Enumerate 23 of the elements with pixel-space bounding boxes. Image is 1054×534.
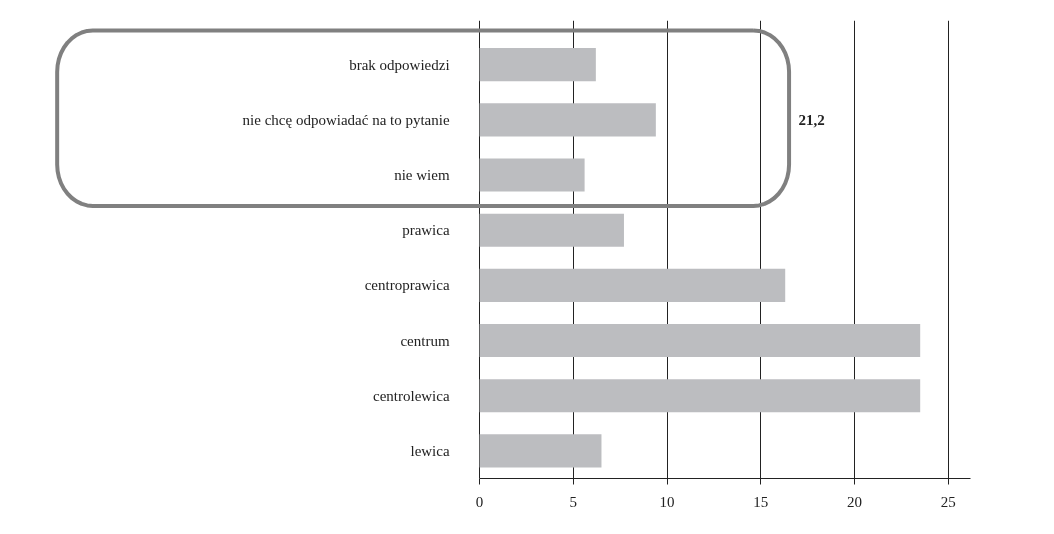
x-tick-label: 25 xyxy=(940,493,956,510)
x-tick-label: 15 xyxy=(753,493,769,510)
bar xyxy=(479,103,656,137)
y-tick-label: brak odpowiedzi xyxy=(349,56,450,73)
bar xyxy=(479,48,596,82)
x-tick-label: 10 xyxy=(659,493,675,510)
y-tick-label: centrolewica xyxy=(372,387,450,404)
x-tick-label: 5 xyxy=(569,493,578,510)
bar xyxy=(479,434,602,468)
x-tick-label: 0 xyxy=(475,493,484,510)
y-tick-label: lewica xyxy=(410,442,450,459)
bar xyxy=(479,323,921,358)
bar xyxy=(479,213,624,247)
annotation: 21,2 xyxy=(798,111,825,128)
bar xyxy=(479,379,921,413)
bar xyxy=(479,268,786,302)
y-tick-label: centrum xyxy=(400,332,450,349)
x-tick-label: 20 xyxy=(847,493,863,510)
y-tick-label: prawica xyxy=(402,222,450,239)
y-tick-label: nie chcę odpowiadać na to pytanie xyxy=(242,111,450,128)
y-tick-label: nie wiem xyxy=(394,167,450,184)
y-tick-label: centroprawica xyxy=(364,277,450,294)
bar xyxy=(479,158,585,192)
